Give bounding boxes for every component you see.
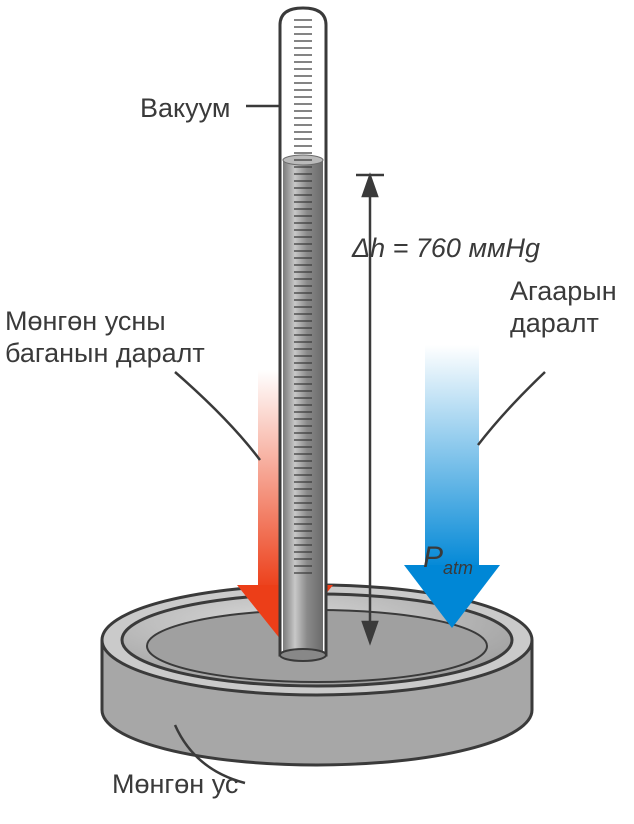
atmospheric-pressure-arrow	[404, 345, 500, 628]
atmospheric-pressure-label: Агаарын даралт	[510, 275, 617, 340]
mercury-label: Мөнгөн ус	[112, 768, 238, 800]
diagram-svg	[0, 0, 634, 819]
delta-h-label: Δh = 760 ммHg	[352, 232, 540, 264]
vacuum-label: Вакуум	[140, 92, 230, 124]
p-atm-label: Patm	[423, 540, 473, 580]
barometer-diagram: Вакуум Δh = 760 ммHg Мөнгөн усны баганын…	[0, 0, 634, 819]
glass-tube	[280, 8, 326, 661]
mercury-column-pressure-label: Мөнгөн усны баганын даралт	[5, 305, 205, 370]
